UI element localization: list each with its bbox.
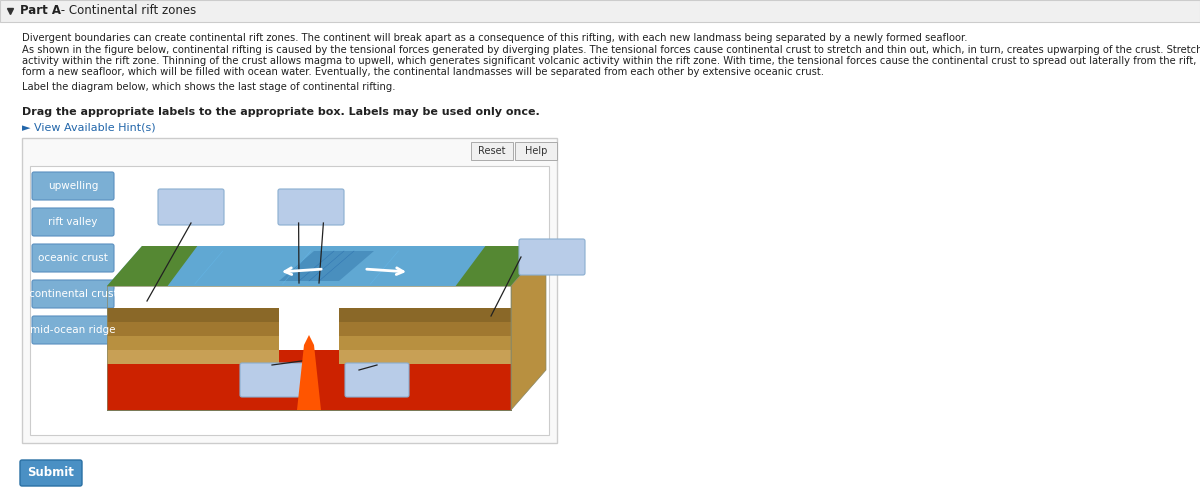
Polygon shape — [278, 251, 374, 281]
Text: ► View Available Hint(s): ► View Available Hint(s) — [22, 122, 156, 132]
FancyBboxPatch shape — [32, 172, 114, 200]
Polygon shape — [511, 246, 546, 410]
Polygon shape — [340, 322, 511, 336]
Text: mid-ocean ridge: mid-ocean ridge — [30, 325, 115, 335]
Text: Drag the appropriate labels to the appropriate box. Labels may be used only once: Drag the appropriate labels to the appro… — [22, 107, 540, 117]
Text: Label the diagram below, which shows the last stage of continental rifting.: Label the diagram below, which shows the… — [22, 82, 396, 92]
FancyBboxPatch shape — [346, 363, 409, 397]
FancyBboxPatch shape — [520, 239, 586, 275]
Text: Reset: Reset — [479, 146, 505, 156]
Polygon shape — [340, 350, 511, 364]
FancyBboxPatch shape — [32, 244, 114, 272]
FancyBboxPatch shape — [0, 0, 1200, 22]
Text: Help: Help — [524, 146, 547, 156]
FancyBboxPatch shape — [22, 138, 557, 443]
FancyBboxPatch shape — [32, 316, 114, 344]
Polygon shape — [340, 336, 511, 350]
Polygon shape — [107, 350, 511, 410]
FancyBboxPatch shape — [515, 142, 557, 160]
FancyBboxPatch shape — [30, 166, 550, 435]
Polygon shape — [107, 336, 278, 350]
Polygon shape — [298, 335, 322, 410]
Text: upwelling: upwelling — [48, 181, 98, 191]
FancyBboxPatch shape — [158, 189, 224, 225]
Polygon shape — [340, 308, 511, 322]
Text: As shown in the figure below, continental rifting is caused by the tensional for: As shown in the figure below, continenta… — [22, 45, 1200, 55]
Text: activity within the rift zone. Thinning of the crust allows magma to upwell, whi: activity within the rift zone. Thinning … — [22, 56, 1200, 66]
Text: oceanic crust: oceanic crust — [38, 253, 108, 263]
FancyBboxPatch shape — [32, 208, 114, 236]
Text: Part A: Part A — [20, 4, 61, 17]
Polygon shape — [107, 308, 278, 322]
Polygon shape — [107, 350, 278, 364]
FancyBboxPatch shape — [278, 189, 344, 225]
FancyBboxPatch shape — [20, 460, 82, 486]
Text: rift valley: rift valley — [48, 217, 97, 227]
Polygon shape — [107, 246, 197, 286]
Text: Submit: Submit — [28, 467, 74, 480]
Text: Divergent boundaries can create continental rift zones. The continent will break: Divergent boundaries can create continen… — [22, 33, 967, 43]
Text: - Continental rift zones: - Continental rift zones — [58, 4, 197, 17]
Text: continental crust: continental crust — [29, 289, 118, 299]
Polygon shape — [456, 246, 546, 286]
Text: form a new seafloor, which will be filled with ocean water. Eventually, the cont: form a new seafloor, which will be fille… — [22, 67, 824, 77]
Polygon shape — [107, 322, 278, 336]
FancyBboxPatch shape — [470, 142, 514, 160]
FancyBboxPatch shape — [240, 363, 304, 397]
FancyBboxPatch shape — [32, 280, 114, 308]
Polygon shape — [107, 246, 546, 286]
